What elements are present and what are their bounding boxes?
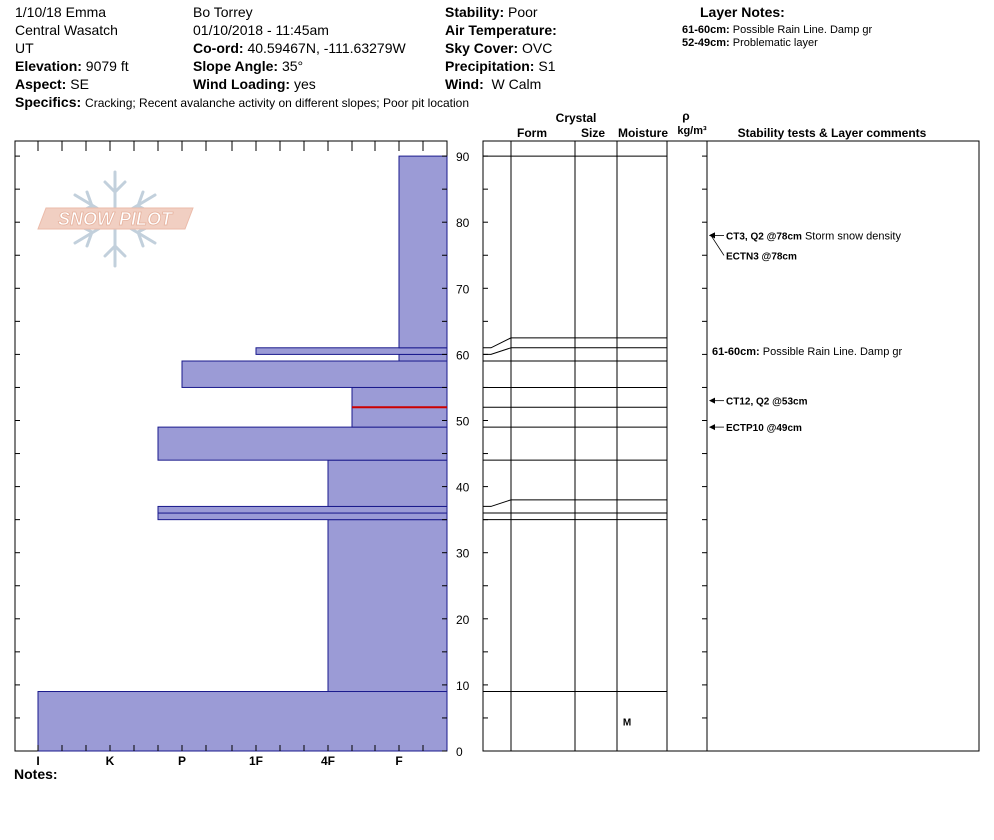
wind-loading-value: yes — [293, 76, 316, 92]
wind-label: Wind: — [445, 76, 484, 92]
aspect-value: SE — [70, 76, 89, 92]
hardness-tick-label: K — [106, 754, 115, 768]
stability-test-arrowhead — [709, 232, 715, 239]
layer-notes-title: Layer Notes: — [700, 4, 785, 20]
hardness-layer-bar — [157, 426, 448, 461]
layer-connector — [483, 499, 512, 507]
stability-test-label: CT12, Q2 @53cm — [726, 397, 808, 408]
precipitation: Precipitation: S1 — [445, 58, 555, 74]
layer-note-1-text: Possible Rain Line. Damp gr — [732, 24, 873, 36]
stability-label: Stability: — [445, 4, 505, 20]
sky-cover-label: Sky Cover: — [445, 40, 519, 56]
coordinates: Co-ord: 40.59467N, -111.63279W — [193, 40, 406, 56]
depth-tick-label: 30 — [456, 547, 470, 561]
precip-label: Precipitation: — [445, 58, 535, 74]
moisture-label: M — [623, 717, 631, 728]
hardness-layer-bar — [255, 347, 448, 355]
coord-value: 40.59467N, -111.63279W — [247, 40, 406, 56]
hardness-layer-bar — [351, 386, 448, 408]
layer-note-2: 52-49cm: Problematic layer — [682, 37, 818, 50]
layer-connector — [483, 337, 512, 349]
hardness-layer-bar — [181, 360, 448, 388]
wind-loading: Wind Loading: yes — [193, 76, 316, 92]
depth-tick-label: 50 — [456, 415, 470, 429]
specifics-value: Cracking; Recent avalanche activity on d… — [85, 96, 470, 110]
air-temperature: Air Temperature: — [445, 22, 557, 38]
stability-value: Poor — [508, 4, 538, 20]
precip-value: S1 — [538, 58, 556, 74]
size-header: Size — [581, 126, 605, 140]
stability-test-label: ECTP10 @49cm — [726, 423, 802, 434]
elevation-label: Elevation: — [15, 58, 82, 74]
hardness-tick-label: 1F — [249, 754, 263, 768]
coord-label: Co-ord: — [193, 40, 244, 56]
crystal-table-frame — [482, 140, 708, 752]
layer-note-1: 61-60cm: Possible Rain Line. Damp gr — [682, 24, 872, 37]
depth-tick-label: 20 — [456, 613, 470, 627]
comments-panel-frame — [706, 140, 980, 752]
observation-datetime: 01/10/2018 - 11:45am — [193, 22, 329, 38]
crystal-header: Crystal — [556, 111, 597, 125]
layer-comment-label: 61-60cm: Possible Rain Line. Damp gr — [712, 346, 902, 358]
hardness-layer-bar — [398, 353, 448, 362]
hardness-layer-bar — [351, 406, 448, 428]
depth-tick-label: 70 — [456, 282, 470, 296]
hardness-tick-label: F — [395, 754, 402, 768]
slope-value: 35° — [281, 58, 304, 74]
specifics-label: Specifics: — [15, 94, 82, 110]
sky-cover-value: OVC — [522, 40, 553, 56]
density-rho-header: ρ — [682, 109, 689, 123]
aspect-label: Aspect: — [15, 76, 67, 92]
depth-tick-label: 60 — [456, 348, 470, 362]
logo-text: SNOW PILOT — [58, 209, 174, 229]
form-header: Form — [517, 126, 547, 140]
slope-label: Slope Angle: — [193, 58, 279, 74]
hardness-layer-bar — [327, 519, 448, 693]
stability-test-label: CT3, Q2 @78cm Storm snow density — [726, 230, 901, 242]
wind-value: W Calm — [491, 76, 542, 92]
snowpilot-logo: SNOW PILOT — [37, 170, 194, 268]
wind-loading-label: Wind Loading: — [193, 76, 291, 92]
moisture-header: Moisture — [618, 126, 668, 140]
layer-connector — [483, 347, 512, 355]
stability-test-label: ECTN3 @78cm — [726, 251, 797, 262]
slope-angle: Slope Angle: 35° — [193, 58, 303, 74]
layer-note-2-text: Problematic layer — [732, 37, 818, 49]
stability-test-arrow — [710, 235, 725, 256]
depth-tick-label: 10 — [456, 679, 470, 693]
state-name: UT — [15, 40, 34, 56]
elevation-value: 9079 ft — [85, 58, 129, 74]
depth-tick-label: 90 — [456, 150, 470, 164]
hardness-tick-label: 4F — [321, 754, 335, 768]
range-name: Central Wasatch — [15, 22, 118, 38]
depth-tick-label: 0 — [456, 745, 463, 759]
location-name: Bo Torrey — [193, 4, 253, 20]
hardness-tick-label: P — [178, 754, 186, 768]
hardness-layer-bar — [398, 155, 448, 349]
layer-note-1-range: 61-60cm: — [682, 24, 730, 36]
wind: Wind: W Calm — [445, 76, 541, 92]
density-unit-header: kg/m³ — [677, 125, 707, 137]
hardness-layer-bar — [37, 691, 448, 752]
hardness-tick-label: I — [36, 754, 39, 768]
date-observer: 1/10/18 Emma — [15, 4, 107, 20]
stability: Stability: Poor — [445, 4, 538, 20]
layer-note-2-range: 52-49cm: — [682, 37, 730, 49]
hardness-layer-bar — [157, 505, 448, 514]
depth-tick-label: 80 — [456, 216, 470, 230]
hardness-layer-bar — [157, 512, 448, 521]
specifics: Specifics: Cracking; Recent avalanche ac… — [15, 94, 469, 111]
depth-tick-label: 40 — [456, 481, 470, 495]
notes-label: Notes: — [14, 766, 58, 782]
stability-test-arrowhead — [709, 397, 715, 404]
comments-header: Stability tests & Layer comments — [738, 126, 927, 140]
sky-cover: Sky Cover: OVC — [445, 40, 552, 56]
stability-test-arrowhead — [709, 424, 715, 431]
air-temp-label: Air Temperature: — [445, 22, 557, 38]
hardness-layer-bar — [327, 459, 448, 507]
elevation: Elevation: 9079 ft — [15, 58, 129, 74]
aspect: Aspect: SE — [15, 76, 89, 92]
